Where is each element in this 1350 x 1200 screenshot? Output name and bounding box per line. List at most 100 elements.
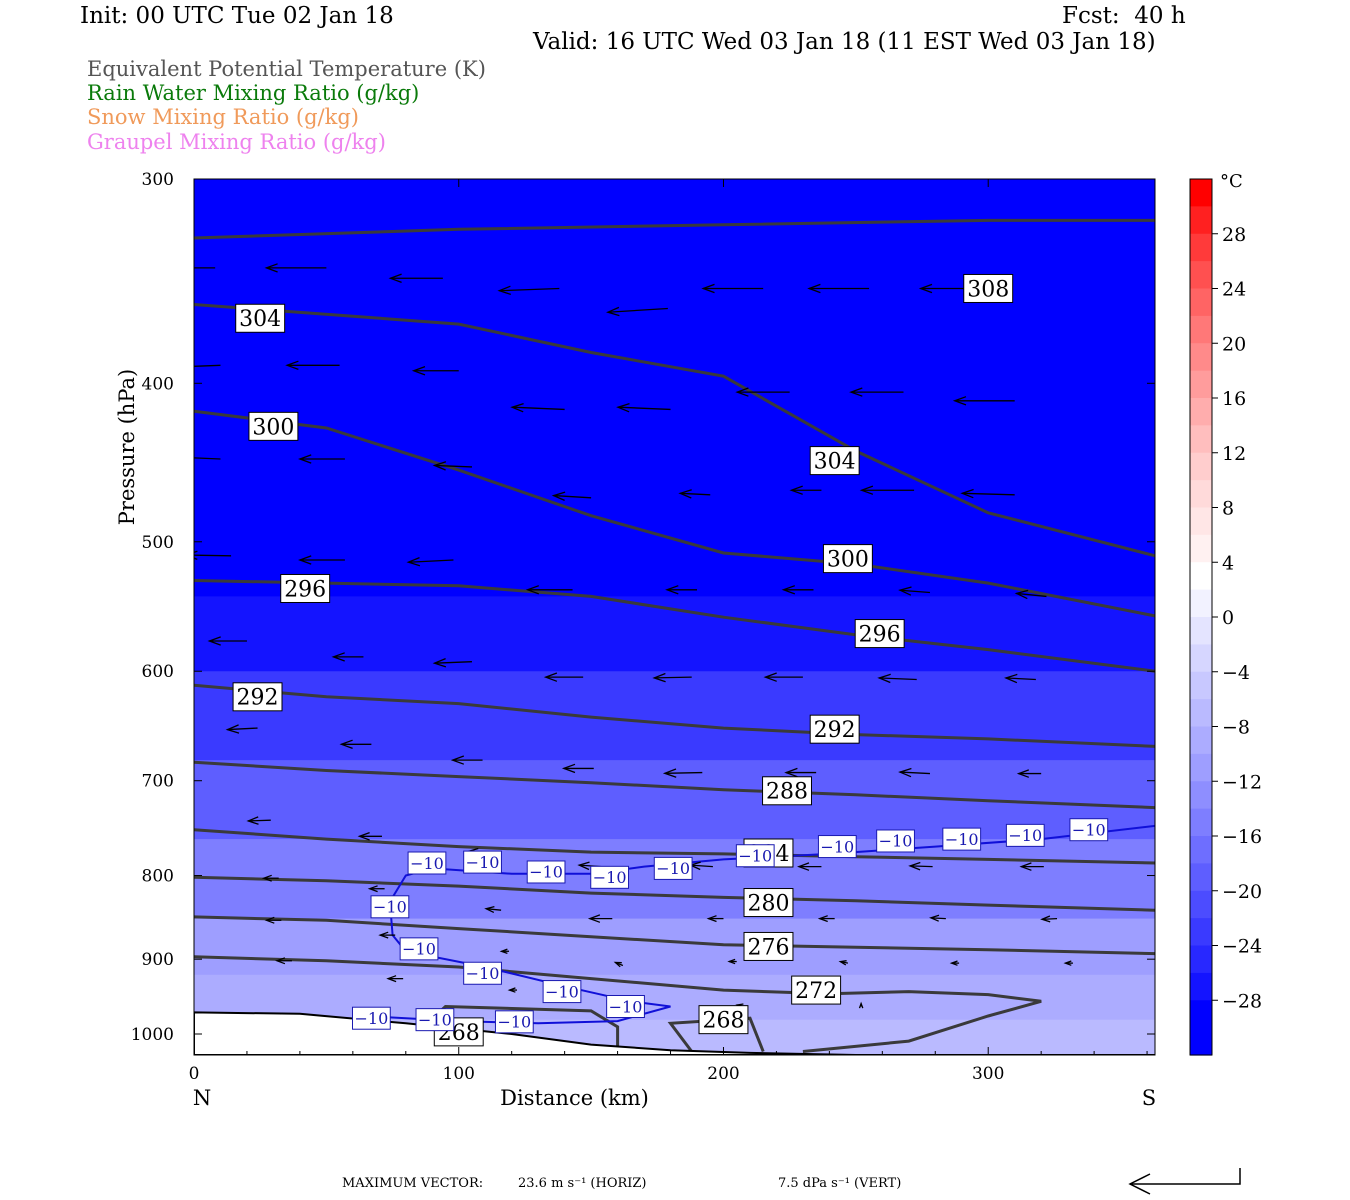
wind-vector-head: [908, 861, 921, 871]
wind-vector-head: [551, 491, 566, 501]
wind-vector-shaft: [879, 677, 917, 681]
theta-e-label-box: [235, 303, 286, 333]
colorbar-swatch: [1190, 589, 1212, 618]
field-label-rain: Rain Water Mixing Ratio (g/kg): [87, 81, 420, 105]
wind-vector-head: [155, 264, 166, 272]
wind-vector-head: [525, 585, 540, 595]
wind-vector: [898, 767, 931, 778]
colorbar-tick-label: 12: [1222, 443, 1246, 465]
x-tick-label: 0: [189, 1064, 200, 1084]
wind-vector-head: [357, 831, 370, 841]
colorbar-tick-label: −20: [1222, 881, 1262, 903]
isotherm-label: −10: [656, 859, 690, 878]
theta-e-line-304: [194, 303, 1155, 558]
wind-vector-head: [918, 283, 933, 294]
wind-vector: [484, 905, 502, 913]
wind-vector: [735, 387, 790, 397]
wind-vector-head: [727, 958, 736, 965]
wind-vector-head: [264, 916, 275, 924]
wind-vector-shaft: [1005, 677, 1036, 681]
colorbar-swatch: [1190, 562, 1212, 591]
wind-vector: [727, 958, 737, 965]
wind-vector-head: [797, 862, 810, 871]
wind-vector: [1014, 589, 1047, 600]
colorbar-swatch: [1190, 480, 1212, 509]
wind-vector: [781, 585, 814, 595]
wind-vector-head: [613, 961, 622, 968]
wind-vector-shaft: [607, 307, 668, 313]
wind-vector-head: [784, 767, 798, 778]
wind-vector-head: [225, 724, 240, 734]
wind-vector: [1016, 769, 1042, 778]
colorbar-swatch: [1190, 233, 1212, 262]
theta-e-label: 304: [239, 307, 281, 332]
wind-vector-head: [898, 586, 912, 596]
isotherm-label: −10: [466, 853, 500, 872]
theta-e-label-box: [822, 544, 873, 574]
wind-vector-head: [561, 763, 576, 774]
theta-e-line-272: [194, 955, 1042, 1053]
wind-vector-shaft: [899, 771, 931, 775]
wind-vector: [838, 960, 849, 966]
wind-vector-head: [735, 387, 749, 397]
max-vector-label: MAXIMUM VECTOR:: [342, 1176, 484, 1191]
colorbar-tick-label: 24: [1222, 279, 1246, 301]
wind-vector-head: [510, 402, 524, 413]
wind-vector-head: [246, 816, 259, 825]
wind-vector-shaft: [680, 492, 711, 496]
wind-vector-head: [207, 636, 221, 646]
theta-e-label-box: [762, 776, 812, 806]
wind-vector-shaft: [664, 771, 703, 774]
wind-vector: [561, 763, 594, 774]
isotherm-label-box: [1005, 823, 1045, 847]
wind-vector-head: [507, 987, 516, 993]
wind-vector-shaft: [910, 865, 933, 868]
field-label-theta-e: Equivalent Potential Temperature (K): [87, 57, 486, 81]
theta-e-line-288: [194, 760, 1155, 810]
wind-vector-head: [331, 652, 345, 662]
wind-vector: [194, 550, 232, 561]
y-tick-label: 900: [142, 950, 174, 970]
isotherm-label: −10: [354, 1009, 388, 1028]
isotherm-label-box: [653, 856, 693, 880]
wind-vector: [285, 360, 340, 371]
wind-vector-head: [652, 672, 666, 683]
theta-e-label: 308: [967, 277, 1009, 302]
wind-vector-shaft: [248, 819, 271, 822]
theta-e-line-280: [194, 875, 1155, 912]
wind-vector-head: [450, 755, 465, 765]
wind-vector-shaft: [899, 589, 931, 594]
wind-vector: [849, 387, 904, 397]
wind-vector-head: [849, 387, 863, 397]
wind-vector: [898, 586, 931, 596]
colorbar-swatch: [1190, 781, 1212, 810]
theta-e-label-box: [809, 446, 860, 476]
isotherm-label: −10: [410, 854, 444, 873]
wind-vector-shaft: [194, 364, 221, 367]
theta-e-label: 304: [814, 450, 856, 475]
colorbar-swatch: [1190, 753, 1212, 782]
theta-e-label-box: [698, 1005, 749, 1035]
wind-vector: [357, 831, 382, 841]
wind-vector-head: [406, 556, 421, 567]
wind-vector: [297, 454, 345, 464]
wind-vector: [1004, 673, 1036, 684]
wind-vector-head: [339, 739, 353, 750]
isotherm-label: −10: [1072, 820, 1106, 839]
theta-e-line-292: [194, 683, 1155, 748]
wind-vector: [616, 402, 671, 413]
wind-vector: [1040, 915, 1058, 923]
wind-vector: [551, 491, 592, 501]
wind-vector-head: [297, 454, 312, 464]
isotherm-label-box: [817, 835, 857, 859]
wind-vector-shaft: [618, 406, 671, 411]
isotherm-label: −10: [593, 868, 627, 887]
theta-e-label: 276: [747, 935, 789, 960]
isotherm-label-box: [1069, 818, 1109, 842]
init-time: Init: 00 UTC Tue 02 Jan 18: [80, 3, 394, 29]
wind-vector: [877, 673, 917, 684]
isotherm-label-box: [399, 937, 439, 961]
wind-vector-shaft: [1042, 917, 1058, 920]
contour-labels: 3083043043003002962962922922882842802762…: [232, 273, 1109, 1047]
wind-vector-shaft: [962, 492, 1015, 496]
